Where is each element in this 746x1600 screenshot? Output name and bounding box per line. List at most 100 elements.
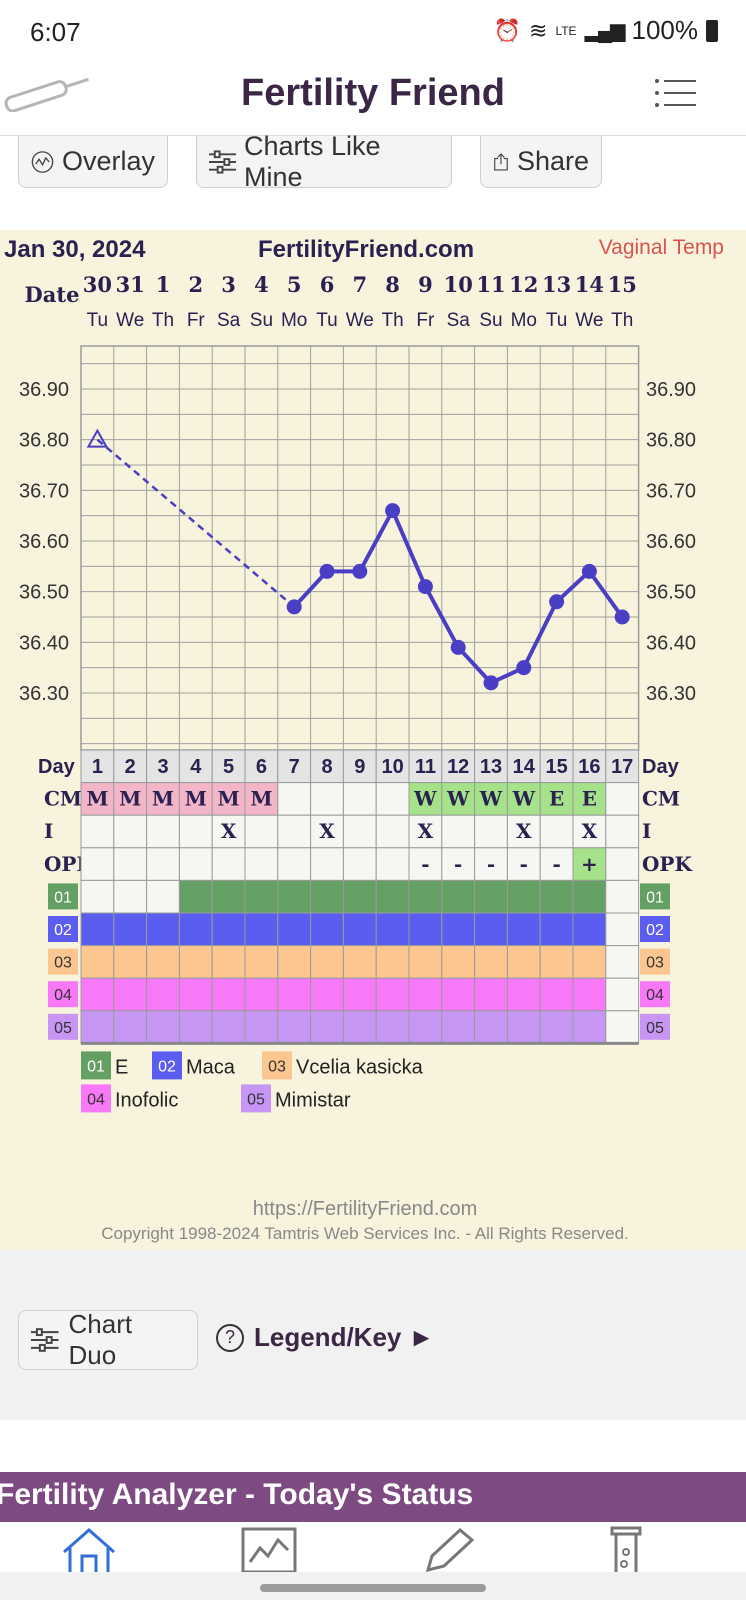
supplement-cell xyxy=(539,912,574,947)
home-icon[interactable] xyxy=(60,1526,118,1572)
day-cell xyxy=(113,749,148,784)
supplement-cell xyxy=(277,912,312,947)
overlay-button[interactable]: Overlay xyxy=(18,136,168,188)
battery-level: 100% xyxy=(631,15,699,45)
legend-code: 05 xyxy=(247,1091,265,1108)
supplement-cell xyxy=(211,945,246,979)
opk-cell xyxy=(146,847,180,881)
footer-copyright: Copyright 1998-2024 Tamtris Web Services… xyxy=(101,1224,629,1243)
intercourse-cell-text: X xyxy=(221,819,237,843)
date-label: 9 xyxy=(418,272,433,297)
opk-cell xyxy=(80,847,115,881)
fertility-analyzer-header[interactable]: Fertility Analyzer - Today's Status xyxy=(0,1472,746,1522)
supplement-cell xyxy=(310,945,344,979)
opk-cell xyxy=(474,847,508,881)
date-label: 7 xyxy=(352,272,367,297)
test-tube-icon[interactable] xyxy=(606,1526,646,1572)
supplement-cell xyxy=(80,912,115,947)
chart-nav-icon[interactable] xyxy=(240,1526,298,1572)
fertility-chart-panel: Jan 30, 2024 FertilityFriend.com Vaginal… xyxy=(0,230,746,1250)
day-cell xyxy=(277,749,312,784)
supplement-badge-code: 04 xyxy=(646,987,664,1004)
cm-cell-text: M xyxy=(218,787,240,811)
charts-like-mine-button[interactable]: Charts Like Mine xyxy=(196,131,452,192)
supplement-badge-right xyxy=(640,1013,670,1040)
weekday-label: Su xyxy=(250,310,273,331)
chart-site: FertilityFriend.com xyxy=(258,236,475,263)
supplement-cell xyxy=(375,879,410,914)
chart-toolbar: Overlay Charts Like Mine Share xyxy=(0,131,746,228)
legend-key-label: Legend/Key ► xyxy=(254,1322,435,1352)
day-cell-text: 11 xyxy=(415,756,436,778)
cm-cell xyxy=(310,782,344,816)
cm-cell xyxy=(80,782,115,816)
supplement-cell xyxy=(342,879,377,914)
supplement-cell xyxy=(211,1010,246,1044)
date-label: 2 xyxy=(188,272,203,297)
weekday-label: Mo xyxy=(511,310,537,331)
weekday-label: We xyxy=(575,310,603,331)
day-cell-text: 1 xyxy=(92,756,103,778)
legend-swatch xyxy=(152,1051,182,1080)
menu-icon[interactable] xyxy=(654,78,698,108)
supplement-cell xyxy=(80,945,115,979)
opk-row-label-right: OPK xyxy=(642,852,692,876)
supplement-cell xyxy=(474,912,508,947)
intercourse-cell xyxy=(310,814,344,849)
wifi-icon: ≋ xyxy=(529,17,548,43)
sliders-icon xyxy=(31,1328,59,1352)
intercourse-cell xyxy=(244,814,279,849)
supplement-cell xyxy=(441,879,476,914)
cm-cell xyxy=(342,782,377,816)
supplement-cell xyxy=(408,1010,443,1044)
day-cell-text: 3 xyxy=(157,756,168,778)
y-tick-left: 36.70 xyxy=(19,480,69,502)
supplement-cell xyxy=(277,1010,312,1044)
cm-cell-text: W xyxy=(446,787,470,811)
date-label: 12 xyxy=(509,272,538,297)
day-cell-text: 17 xyxy=(611,756,633,778)
chart-duo-button[interactable]: Chart Duo xyxy=(18,1309,198,1370)
day-cell-text: 6 xyxy=(256,756,267,778)
share-button[interactable]: Share xyxy=(480,136,602,188)
supplement-cell xyxy=(539,879,574,914)
legend-key-link[interactable]: ? Legend/Key ► xyxy=(216,1322,434,1353)
cm-row-label-left: CM xyxy=(44,787,82,811)
weekday-label: We xyxy=(116,310,144,331)
supplement-cell xyxy=(146,912,180,947)
supplement-cell xyxy=(506,945,541,979)
cm-cell-text: M xyxy=(86,787,108,811)
supplement-cell xyxy=(80,1010,115,1044)
date-label: 6 xyxy=(320,272,335,297)
day-row-label-right: Day xyxy=(642,756,680,778)
legend-name: Vcelia kasicka xyxy=(296,1056,424,1078)
supplement-cell xyxy=(178,912,213,947)
intercourse-cell xyxy=(211,814,246,849)
share-icon xyxy=(494,152,508,171)
intercourse-cell-text: X xyxy=(582,819,598,843)
weekday-label: We xyxy=(346,310,374,331)
pencil-icon[interactable] xyxy=(420,1526,478,1572)
temp-grid-area xyxy=(80,345,640,751)
weekday-label: Th xyxy=(152,310,174,331)
supplement-cell xyxy=(474,1010,508,1044)
supplement-cell xyxy=(178,977,213,1012)
supplement-cell xyxy=(441,912,476,947)
legend-name: E xyxy=(115,1056,128,1078)
intercourse-cell xyxy=(506,814,541,849)
legend-swatch xyxy=(81,1051,111,1080)
day-row-label-left: Day xyxy=(38,756,76,778)
day-cell-text: 8 xyxy=(321,756,332,778)
supplement-badge-right xyxy=(640,883,670,910)
cm-cell xyxy=(178,782,213,816)
supplement-cell xyxy=(277,879,312,914)
y-tick-left: 36.60 xyxy=(19,531,69,553)
date-label: 14 xyxy=(575,272,604,297)
intercourse-cell-text: X xyxy=(418,819,434,843)
weekday-label: Mo xyxy=(281,310,307,331)
intercourse-cell xyxy=(146,814,180,849)
supplement-badge-left xyxy=(48,916,78,942)
i-row-label-right: I xyxy=(642,819,651,843)
legend-code: 04 xyxy=(87,1091,105,1108)
